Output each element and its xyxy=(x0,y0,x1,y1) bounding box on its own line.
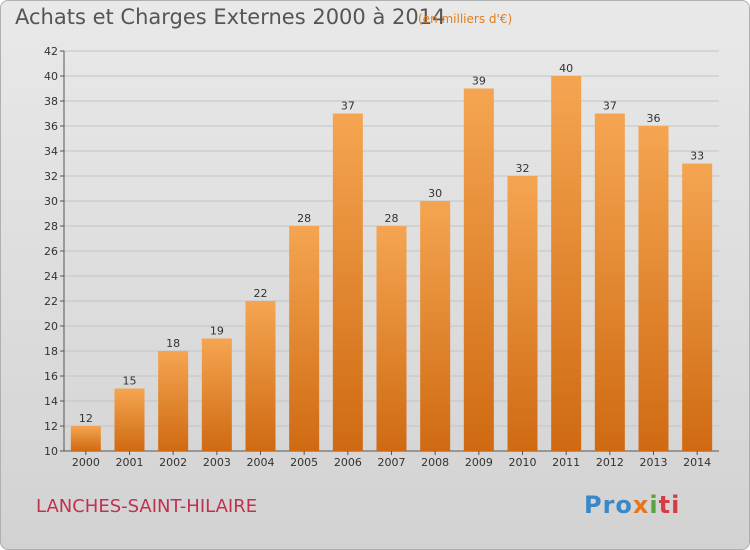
value-label: 18 xyxy=(166,337,180,350)
x-tick-label: 2009 xyxy=(465,456,493,469)
value-label: 15 xyxy=(123,375,137,388)
y-tick-label: 18 xyxy=(44,345,58,358)
x-tick-label: 2004 xyxy=(247,456,275,469)
y-tick-label: 26 xyxy=(44,245,58,258)
x-tick-label: 2003 xyxy=(203,456,231,469)
bar xyxy=(201,338,232,451)
bars: 12 15 18 19 22 28 37 28 30 39 32 40 37 36 33 xyxy=(70,62,713,451)
x-tick-label: 2011 xyxy=(552,456,580,469)
y-tick-label: 32 xyxy=(44,170,58,183)
value-label: 28 xyxy=(297,212,311,225)
value-label: 28 xyxy=(385,212,399,225)
value-label: 39 xyxy=(472,75,486,88)
x-tick-label: 2001 xyxy=(116,456,144,469)
proxiti-logo: Proxiti xyxy=(584,491,680,519)
x-tick-label: 2000 xyxy=(72,456,100,469)
x-tick-label: 2005 xyxy=(290,456,318,469)
x-tick-label: 2013 xyxy=(640,456,668,469)
value-label: 22 xyxy=(254,287,268,300)
bar xyxy=(551,76,582,451)
value-label: 30 xyxy=(428,187,442,200)
value-label: 40 xyxy=(559,62,573,75)
bar xyxy=(114,388,145,451)
y-tick-label: 24 xyxy=(44,270,58,283)
bar xyxy=(594,113,625,451)
value-label: 37 xyxy=(341,100,355,113)
y-tick-label: 30 xyxy=(44,195,58,208)
y-tick-label: 20 xyxy=(44,320,58,333)
bar xyxy=(682,163,713,451)
bar xyxy=(289,226,320,451)
bar xyxy=(245,301,276,451)
y-tick-label: 10 xyxy=(44,445,58,458)
value-label: 19 xyxy=(210,325,224,338)
bar xyxy=(158,351,189,451)
y-tick-label: 40 xyxy=(44,70,58,83)
x-tick-label: 2012 xyxy=(596,456,624,469)
value-label: 32 xyxy=(516,162,530,175)
value-label: 37 xyxy=(603,100,617,113)
value-label: 12 xyxy=(79,412,93,425)
y-tick-label: 22 xyxy=(44,295,58,308)
logo-part: i xyxy=(649,491,659,519)
logo-part: Pro xyxy=(584,491,633,519)
y-tick-label: 34 xyxy=(44,145,58,158)
bar xyxy=(332,113,363,451)
y-tick-label: 36 xyxy=(44,120,58,133)
y-tick-label: 16 xyxy=(44,370,58,383)
value-label: 36 xyxy=(647,112,661,125)
bar xyxy=(638,126,669,451)
x-tick-label: 2010 xyxy=(509,456,537,469)
chart-subtitle: (en milliers d'€) xyxy=(418,12,513,26)
place-name: LANCHES-SAINT-HILAIRE xyxy=(36,496,258,517)
logo-part: ti xyxy=(658,491,681,519)
y-tick-label: 28 xyxy=(44,220,58,233)
bar xyxy=(420,201,451,451)
bar xyxy=(70,426,101,451)
bar xyxy=(376,226,407,451)
x-tick-label: 2002 xyxy=(159,456,187,469)
x-tick-label: 2006 xyxy=(334,456,362,469)
value-label: 33 xyxy=(690,150,704,163)
x-tick-label: 2014 xyxy=(683,456,711,469)
x-tick-label: 2008 xyxy=(421,456,449,469)
x-tick-label: 2007 xyxy=(378,456,406,469)
y-tick-label: 38 xyxy=(44,95,58,108)
chart-title: Achats et Charges Externes 2000 à 2014 xyxy=(15,5,446,29)
bar xyxy=(507,176,538,451)
y-tick-label: 12 xyxy=(44,420,58,433)
y-tick-label: 14 xyxy=(44,395,58,408)
y-tick-label: 42 xyxy=(44,45,58,58)
bar xyxy=(463,88,494,451)
logo-part: x xyxy=(632,491,650,519)
